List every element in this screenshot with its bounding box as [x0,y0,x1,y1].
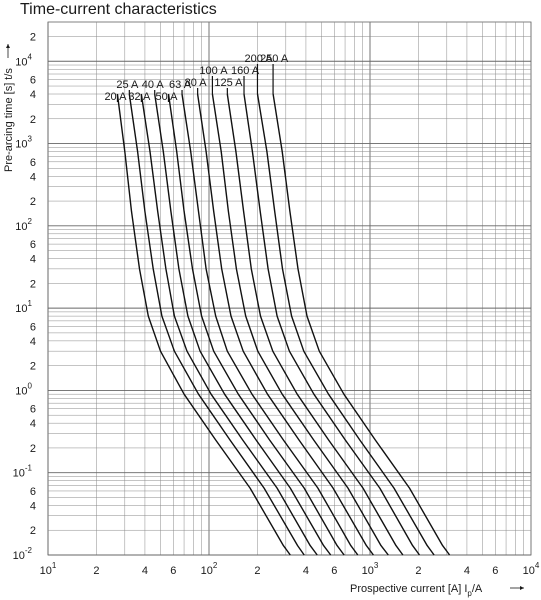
x-tick-label: 4 [464,565,470,577]
curve-32a [140,93,318,556]
y-ticks: 10-2 2 4 6 10-1 2 4 6 100 2 4 6 101 2 4 6 102 2 4 6 103 2 4 6 10… [13,31,36,562]
y-axis-label-text: Pre-arcing time [s] t/s [3,68,15,172]
curve-label: 25 A [116,79,139,91]
x-tick-label: 6 [492,565,498,577]
curve-label: 50 A [155,91,178,103]
curve-label: 20 A [104,91,127,103]
x-tick-label: 4 [142,565,148,577]
y-axis-arrowhead [6,44,10,48]
y-tick-label: 4 [30,171,36,183]
curve-160a [243,93,421,556]
x-tick-label: 2 [254,565,260,577]
curve-label: 160 A [231,65,260,77]
chart-title: Time-current characteristics [20,1,217,18]
curve-20a [116,93,291,556]
x-tick-label: 6 [170,565,176,577]
x-axis-arrowhead [520,586,524,590]
y-tick-label: 2 [30,525,36,537]
curve-40a [154,93,332,556]
curve-200a [256,93,435,556]
x-axis-label-unit: /A [472,583,483,595]
y-tick-label: 4 [30,500,36,512]
y-tick-label: 4 [30,336,36,348]
y-tick-label: 10-2 [13,546,33,562]
curve-25a [128,93,305,556]
y-tick-label: 102 [15,217,32,233]
y-tick-label: 2 [30,361,36,373]
y-tick-label: 4 [30,418,36,430]
y-tick-label: 6 [30,157,36,169]
y-tick-label: 10-1 [13,464,33,480]
curve-125a [226,93,404,556]
y-tick-label: 100 [15,381,32,397]
y-tick-label: 101 [15,299,32,315]
x-tick-label: 2 [415,565,421,577]
y-tick-label: 6 [30,75,36,87]
y-tick-label: 2 [30,196,36,208]
x-ticks: 101 2 4 6 102 2 4 6 103 2 4 6 104 [40,561,540,577]
x-axis-label-text: Prospective current [A] I [350,583,467,595]
curve-label: 125 A [214,77,243,89]
curves [116,93,451,556]
curve-100a [211,93,389,556]
svg-text:Prospective current [A] Ip/A: Prospective current [A] Ip/A [350,583,483,598]
x-tick-label: 104 [523,561,540,577]
curve-label: 63 A [169,79,192,91]
curve-63a [181,93,359,556]
x-tick-label: 6 [331,565,337,577]
y-tick-label: 103 [15,135,32,151]
y-tick-label: 6 [30,321,36,333]
curve-label: 80 A [185,77,208,89]
curve-label: 40 A [142,79,165,91]
x-tick-label: 102 [201,561,218,577]
curve-label: 200 A [244,53,273,65]
curve-label: 250 A [260,53,289,65]
y-tick-label: 2 [30,31,36,43]
curve-50a [167,93,345,556]
x-axis-label: Prospective current [A] Ip/A [350,583,524,598]
y-tick-label: 2 [30,278,36,290]
curve-250a [272,93,451,556]
x-tick-label: 4 [303,565,309,577]
y-tick-label: 4 [30,89,36,101]
y-tick-label: 6 [30,239,36,251]
y-axis-label: Pre-arcing time [s] t/s [3,44,15,172]
curve-label: 32 A [128,91,151,103]
y-tick-label: 2 [30,443,36,455]
x-tick-label: 103 [362,561,379,577]
y-tick-label: 6 [30,486,36,498]
x-axis-label-sub: p [467,589,472,598]
curve-80a [196,93,374,556]
x-tick-label: 2 [93,565,99,577]
curve-label: 100 A [199,65,228,77]
y-tick-label: 2 [30,114,36,126]
y-tick-label: 6 [30,404,36,416]
x-tick-label: 101 [40,561,57,577]
y-tick-label: 104 [15,52,32,68]
y-tick-label: 4 [30,254,36,266]
